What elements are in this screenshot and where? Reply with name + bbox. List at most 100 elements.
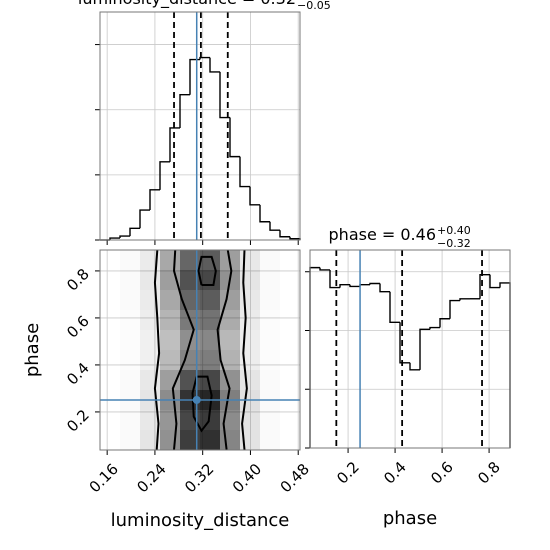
plot-frame (309, 249, 511, 449)
histogram-step (159, 161, 170, 190)
histogram-step (329, 269, 341, 289)
density-cell (200, 430, 220, 450)
density-cell (280, 350, 300, 370)
density-cell (280, 410, 300, 430)
density-cell (280, 250, 300, 270)
y-tick-label: 0.6 (63, 312, 93, 342)
density-cell (100, 410, 120, 430)
density-cell (120, 330, 140, 350)
density-cell (260, 270, 280, 290)
density-cell (200, 310, 220, 330)
histogram-step (309, 266, 321, 448)
contour (241, 249, 248, 450)
density-cell (280, 330, 300, 350)
histogram-step (379, 283, 390, 293)
density-cell (200, 350, 220, 370)
x-tick-label: 0.32 (181, 460, 217, 496)
density-cell (140, 330, 160, 350)
density-cell (200, 330, 220, 350)
x-tick-label: 0.6 (427, 458, 457, 488)
histogram-step (189, 58, 200, 95)
density-cell (280, 370, 300, 390)
density-cell (160, 290, 180, 310)
density-cell (160, 310, 180, 330)
density-cell (100, 250, 120, 270)
density-cell (240, 410, 260, 430)
density-cell (260, 250, 280, 270)
histogram-step (119, 235, 130, 239)
histogram-step (269, 221, 280, 231)
density-cell (240, 370, 260, 390)
histogram-step (359, 283, 370, 287)
density-cell (260, 410, 280, 430)
panel-title: phase = 0.46 (329, 225, 436, 244)
x-tick-label: 0.4 (380, 458, 410, 488)
density-cell (140, 410, 160, 430)
title-superscript: +0.40 (437, 224, 471, 237)
histogram-step (249, 186, 260, 206)
density-cell (160, 330, 180, 350)
density-cell (200, 250, 220, 270)
histogram-step (349, 284, 361, 288)
density-cell (100, 270, 120, 290)
truth-point (192, 395, 201, 404)
histogram-step (229, 117, 240, 158)
density-cell (180, 270, 200, 290)
histogram-step (279, 230, 290, 238)
density-cell (100, 350, 120, 370)
density-cell (200, 290, 220, 310)
y-tick-label: 0.8 (63, 265, 93, 295)
density-cell (100, 310, 120, 330)
title-subscript: −0.32 (437, 237, 471, 250)
density-cell (140, 310, 160, 330)
histogram-step (149, 189, 160, 211)
histogram-step (459, 298, 470, 301)
density-cell (280, 430, 300, 450)
x-tick-label: 0.2 (333, 458, 363, 488)
histogram-step (109, 237, 120, 240)
histogram-step (429, 326, 441, 330)
x-tick-label: 0.40 (229, 460, 265, 496)
density-cell (160, 250, 180, 270)
density-cell (120, 250, 140, 270)
histogram-step (139, 209, 150, 229)
y-tick-label: 0.2 (63, 406, 93, 436)
density-cell (120, 430, 140, 450)
density-cell (100, 330, 120, 350)
density-cell (100, 430, 120, 450)
density-cell (100, 290, 120, 310)
density-cell (120, 410, 140, 430)
histogram-step (439, 318, 450, 328)
x-tick-label: 0.16 (86, 460, 122, 496)
density-cell (180, 250, 200, 270)
plot-frame (99, 249, 301, 451)
histogram-step (499, 282, 511, 448)
histogram-step (219, 71, 230, 119)
density-cell (140, 350, 160, 370)
x-axis-label: luminosity_distance (111, 510, 290, 531)
density-cell (120, 310, 140, 330)
density-cell (160, 430, 180, 450)
density-cell (220, 290, 240, 310)
density-cell (260, 430, 280, 450)
histogram-step (449, 299, 461, 319)
contour (197, 255, 217, 287)
density-cell (200, 270, 220, 290)
histogram-step (369, 282, 381, 285)
contour (191, 375, 213, 433)
x-tick-label: 0.48 (277, 460, 313, 496)
contour (171, 249, 195, 450)
title-subscript: −0.05 (297, 0, 331, 12)
density-cell (280, 290, 300, 310)
density-cell (200, 370, 220, 390)
contour (216, 249, 233, 450)
density-cell (260, 310, 280, 330)
histogram-step (409, 362, 421, 371)
density-cell (120, 270, 140, 290)
density-cell (260, 350, 280, 370)
density-cell (120, 350, 140, 370)
density-cell (140, 270, 160, 290)
histogram-step (479, 273, 490, 299)
density-cell (140, 250, 160, 270)
density-cell (180, 410, 200, 430)
